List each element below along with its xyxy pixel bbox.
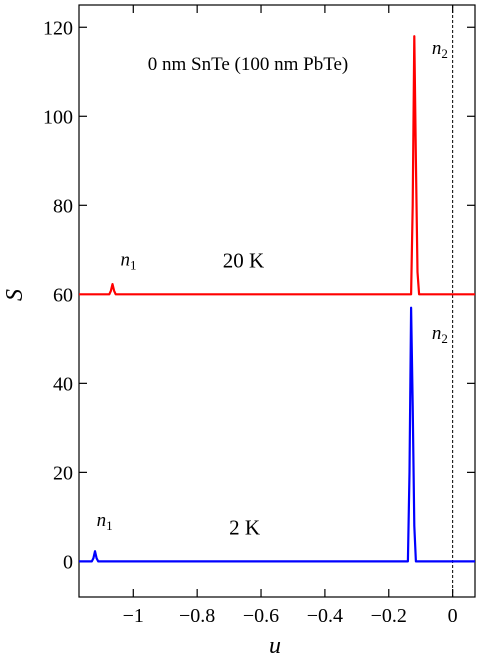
plot-layer: −1 −0.8 −0.6 −0.4 −0.2 0020406080100120n1n220… (43, 4, 476, 627)
annotation-subscript: 2 (441, 331, 448, 346)
annotation-n1-bottom: n1 (97, 510, 113, 533)
annotation-n2-top: n2 (432, 38, 448, 61)
annotation-n2-bottom: n2 (432, 323, 448, 346)
x-tick-label: −0.2 (371, 605, 407, 627)
y-tick-label: 80 (53, 195, 73, 217)
x-tick-label: −0.6 (243, 605, 279, 627)
plot-frame (78, 4, 476, 598)
x-tick-label: −0.8 (179, 605, 215, 627)
y-tick-label: 40 (53, 373, 73, 395)
annotation-base: n (432, 323, 442, 344)
annotation-subscript: 2 (441, 46, 448, 61)
series-line-2k (79, 306, 475, 563)
y-tick-label: 20 (53, 462, 73, 484)
y-axis-label: S (2, 289, 28, 301)
annotation-label-2K: 2 K (229, 516, 260, 540)
annotation-base: n (432, 38, 442, 59)
chart-title: 0 nm SnTe (100 nm PbTe) (148, 54, 349, 75)
annotation-subscript: 1 (130, 257, 137, 272)
annotation-label-20K: 20 K (223, 249, 264, 273)
x-tick-label: −1 (123, 605, 144, 627)
series-line-20k (79, 35, 475, 296)
y-tick-label: 100 (43, 106, 73, 128)
x-tick-label: −0.4 (307, 605, 343, 627)
x-axis-label: u (269, 633, 281, 659)
x-tick-label: 0 (448, 605, 458, 627)
y-tick-label: 0 (63, 551, 73, 573)
y-tick-label: 120 (43, 17, 73, 39)
annotation-base: n (121, 249, 131, 270)
y-tick-label: 60 (53, 284, 73, 306)
annotation-subscript: 1 (106, 518, 113, 533)
annotation-n1-top: n1 (121, 249, 137, 272)
annotation-base: n (97, 510, 107, 531)
